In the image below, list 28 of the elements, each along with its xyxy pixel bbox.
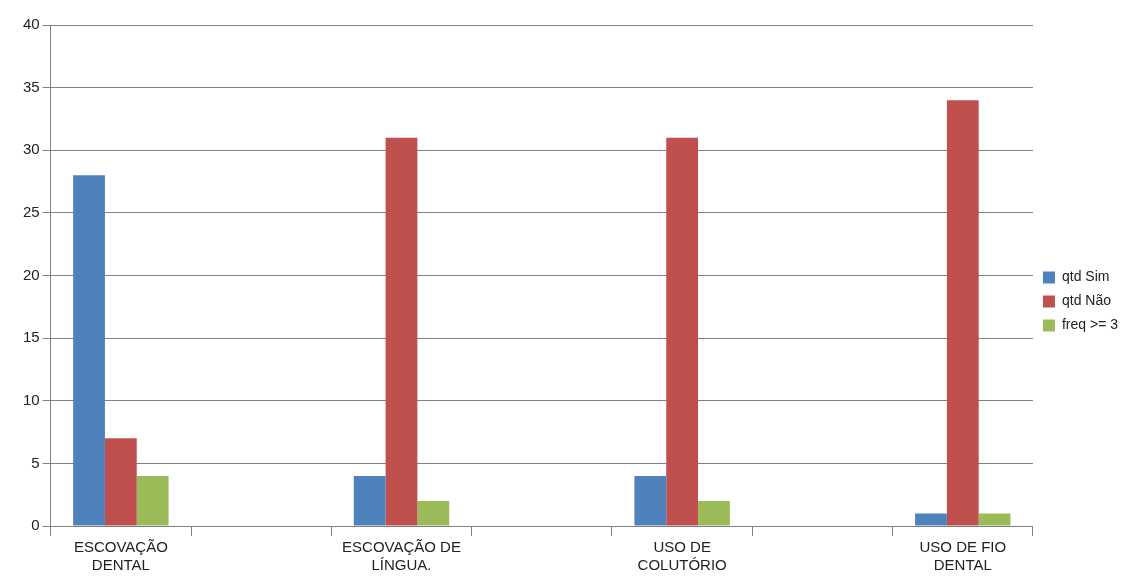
bar <box>666 137 699 526</box>
legend-label: qtd Não <box>1061 292 1112 309</box>
x-tick-label: ESCOVAÇÃO DE LÍNGUA. <box>342 538 461 574</box>
bar <box>104 438 137 526</box>
y-tick-label: 35 <box>23 77 40 95</box>
bar <box>915 513 947 526</box>
y-tick-label: 40 <box>23 15 40 33</box>
y-tick-label: 30 <box>23 140 40 158</box>
bar <box>634 475 667 526</box>
bar <box>978 513 1011 526</box>
bar <box>698 500 730 526</box>
bar <box>73 175 105 526</box>
y-tick-label: 25 <box>23 203 40 221</box>
bar <box>353 475 386 526</box>
legend-label: qtd Sim <box>1061 268 1110 285</box>
bar <box>417 500 450 526</box>
x-tick-label: USO DE FIO DENTAL <box>919 538 1007 574</box>
y-tick-label: 15 <box>23 328 40 346</box>
y-tick-label: 20 <box>23 265 40 283</box>
legend-label: freq >= 3 <box>1061 316 1119 333</box>
y-tick-label: 5 <box>31 453 40 471</box>
y-tick-label: 10 <box>23 390 40 408</box>
bar <box>946 100 979 526</box>
bar <box>136 475 169 526</box>
y-tick-label: 0 <box>31 516 40 534</box>
x-tick-label: USO DE COLUTÓRIO <box>637 538 727 574</box>
bar <box>385 137 418 526</box>
x-tick-label: ESCOVAÇÃO DENTAL <box>73 538 168 574</box>
